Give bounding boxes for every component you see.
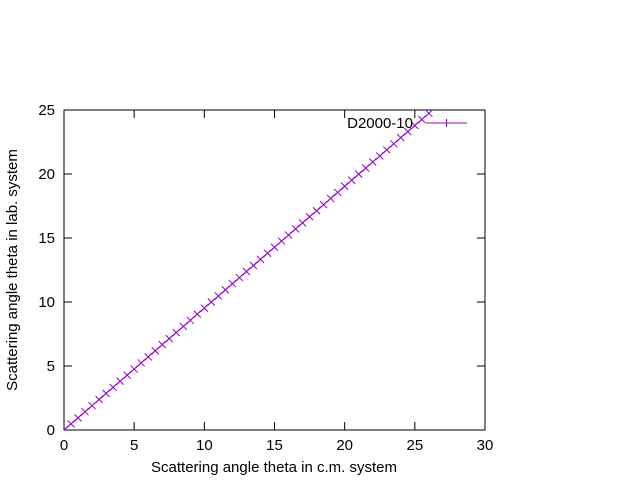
- y-axis: 0 5 10 15 20 25: [38, 102, 485, 439]
- data-point: [74, 413, 82, 422]
- data-point: [242, 267, 251, 276]
- plot-area: [63, 109, 486, 431]
- data-point: [151, 346, 160, 355]
- data-point: [389, 139, 398, 148]
- data-point: [207, 298, 216, 306]
- data-point: [333, 188, 342, 197]
- data-point: [179, 322, 188, 331]
- plot-frame: [63, 109, 486, 431]
- data-point: [263, 249, 272, 258]
- data-point: [235, 273, 244, 282]
- data-point: [361, 164, 370, 172]
- data-point: [130, 365, 139, 373]
- data-point: [158, 340, 167, 349]
- data-point: [326, 194, 335, 203]
- data-point: [172, 328, 181, 337]
- y-tick-label: 0: [47, 422, 55, 439]
- data-point: [221, 285, 230, 294]
- data-point: [403, 127, 412, 136]
- data-point: [417, 115, 426, 124]
- x-tick-label: 10: [196, 437, 213, 454]
- x-tick-label: 5: [130, 437, 138, 454]
- data-point: [425, 110, 433, 118]
- y-tick-label: 5: [47, 358, 55, 375]
- data-point: [284, 231, 293, 239]
- data-point: [312, 206, 321, 215]
- data-point: [347, 176, 356, 185]
- data-point: [186, 316, 195, 325]
- data-point: [270, 243, 279, 252]
- data-point: [165, 334, 174, 343]
- y-tick-label: 10: [38, 294, 55, 311]
- data-point: [109, 383, 117, 392]
- x-axis-label: Scattering angle theta in c.m. system: [151, 459, 397, 476]
- y-axis-label: Scattering angle theta in lab. system: [4, 149, 21, 391]
- data-point: [67, 420, 75, 428]
- y-tick-label: 15: [38, 230, 55, 247]
- data-point: [319, 200, 328, 209]
- data-point: [256, 255, 265, 264]
- x-tick-label: 15: [266, 437, 283, 454]
- data-point: [375, 152, 384, 160]
- series-layer: [64, 110, 433, 430]
- data-point: [382, 145, 391, 154]
- data-point: [116, 377, 124, 386]
- data-point: [200, 304, 209, 312]
- data-point: [298, 219, 307, 227]
- x-tick-label: 0: [60, 437, 68, 454]
- data-point: [144, 353, 153, 361]
- data-point: [368, 158, 377, 166]
- data-point: [123, 371, 132, 379]
- data-point: [102, 389, 110, 398]
- data-point: [64, 426, 68, 430]
- data-point: [88, 401, 96, 410]
- data-point: [137, 359, 146, 367]
- data-point: [193, 310, 202, 319]
- data-point: [277, 237, 286, 245]
- x-tick-label: 20: [336, 437, 353, 454]
- data-point: [291, 225, 300, 233]
- data-point: [228, 279, 237, 288]
- y-tick-label: 25: [38, 102, 55, 119]
- y-tick-label: 20: [38, 166, 55, 183]
- data-point: [340, 182, 349, 191]
- x-tick-label: 30: [477, 437, 494, 454]
- data-point: [249, 261, 258, 270]
- legend-label: D2000-10: [347, 115, 413, 132]
- data-point: [214, 292, 223, 300]
- data-point: [410, 121, 419, 130]
- data-point: [81, 407, 89, 416]
- data-point: [95, 395, 103, 404]
- x-tick-label: 25: [406, 437, 423, 454]
- x-axis: 0 5 10 15 20 25 30: [60, 110, 494, 454]
- data-point: [354, 170, 363, 178]
- legend: D2000-10: [347, 115, 467, 132]
- data-point: [305, 212, 314, 221]
- data-point: [396, 133, 405, 142]
